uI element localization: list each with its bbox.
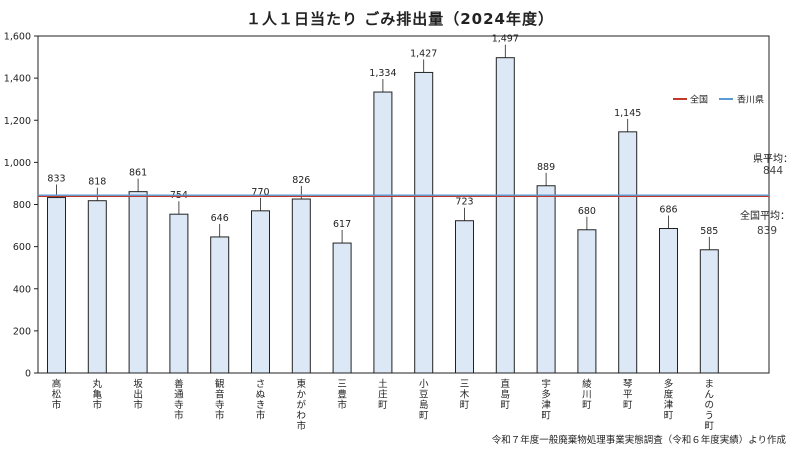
bar — [495, 57, 515, 374]
x-tick-label: まんのう町 — [705, 379, 715, 432]
x-tick-label: 多度津町 — [664, 378, 674, 422]
y-tick-label: 1,000 — [4, 158, 31, 169]
y-tick-label: 600 — [13, 242, 31, 253]
bar-value-label: 833 — [47, 174, 65, 185]
bar — [455, 220, 474, 374]
bar-value-label: 1,145 — [614, 108, 641, 119]
bar — [536, 185, 556, 374]
chart-title: １人１日当たり ごみ排出量（2024年度） — [246, 10, 554, 28]
x-tick-label: 東かがわ市 — [297, 378, 307, 432]
bar — [47, 197, 66, 374]
bar — [699, 249, 719, 374]
x-tick-label: 三豊市 — [337, 379, 347, 411]
bar — [577, 229, 597, 374]
prefecture-average-value: 844 — [763, 165, 783, 177]
y-tick-label: 0 — [25, 369, 31, 380]
bar — [251, 210, 270, 374]
y-tick-label: 200 — [13, 326, 31, 337]
x-tick-label: 丸亀市 — [93, 378, 103, 411]
x-tick-label: さぬき市 — [256, 379, 266, 422]
bar-value-label: 770 — [251, 187, 269, 198]
national-average-value: 839 — [757, 225, 777, 237]
bar-value-label: 1,427 — [410, 48, 437, 59]
bar — [169, 213, 189, 374]
bar — [414, 71, 434, 374]
bar — [210, 236, 230, 374]
legend-label-prefecture: 香川県 — [737, 95, 764, 106]
bar — [659, 228, 678, 374]
x-tick-label: 土庄町 — [378, 378, 388, 411]
x-tick-label: 観音寺市 — [215, 378, 225, 422]
bar — [87, 200, 107, 374]
y-tick-label: 1,200 — [4, 116, 31, 127]
legend-label-national: 全国 — [690, 94, 708, 106]
bar — [332, 242, 352, 374]
x-tick-label: 琴平町 — [623, 379, 633, 411]
source-note: 令和７年度一般廃棄物処理事業実態調査（令和６年度実績）より作成 — [491, 435, 786, 446]
x-tick-label: 綾川町 — [582, 378, 592, 411]
x-tick-label: 坂出市 — [133, 379, 143, 411]
bar — [618, 131, 638, 374]
bar-value-label: 585 — [700, 226, 718, 237]
bar-value-label: 818 — [88, 177, 106, 188]
bar-value-label: 686 — [659, 205, 677, 216]
bar — [128, 191, 148, 374]
bar-value-label: 680 — [578, 206, 596, 217]
x-tick-label: 三木町 — [460, 379, 470, 411]
prefecture-average-label: 県平均： — [753, 153, 793, 165]
bar-value-label: 723 — [455, 197, 473, 208]
x-tick-label: 小豆島町 — [419, 379, 429, 422]
y-tick-label: 1,600 — [4, 32, 31, 43]
x-tick-label: 直島町 — [501, 378, 511, 411]
bar-value-label: 617 — [333, 219, 351, 230]
bar-value-label: 826 — [292, 175, 310, 186]
bar-value-label: 861 — [129, 168, 147, 179]
y-tick-label: 1,400 — [4, 74, 31, 85]
bar-value-label: 646 — [211, 213, 229, 224]
bar — [291, 198, 311, 374]
x-tick-label: 善通寺市 — [174, 378, 184, 422]
bar-value-label: 1,334 — [369, 68, 396, 79]
x-tick-label: 宇多津町 — [541, 378, 551, 422]
bar-value-label: 889 — [537, 162, 555, 173]
national-average-label: 全国平均： — [740, 209, 790, 222]
bar-value-label: 1,497 — [492, 34, 519, 45]
y-tick-label: 400 — [13, 284, 31, 295]
bar — [373, 91, 393, 374]
x-tick-label: 高松市 — [52, 378, 62, 411]
y-tick-label: 800 — [13, 200, 31, 211]
